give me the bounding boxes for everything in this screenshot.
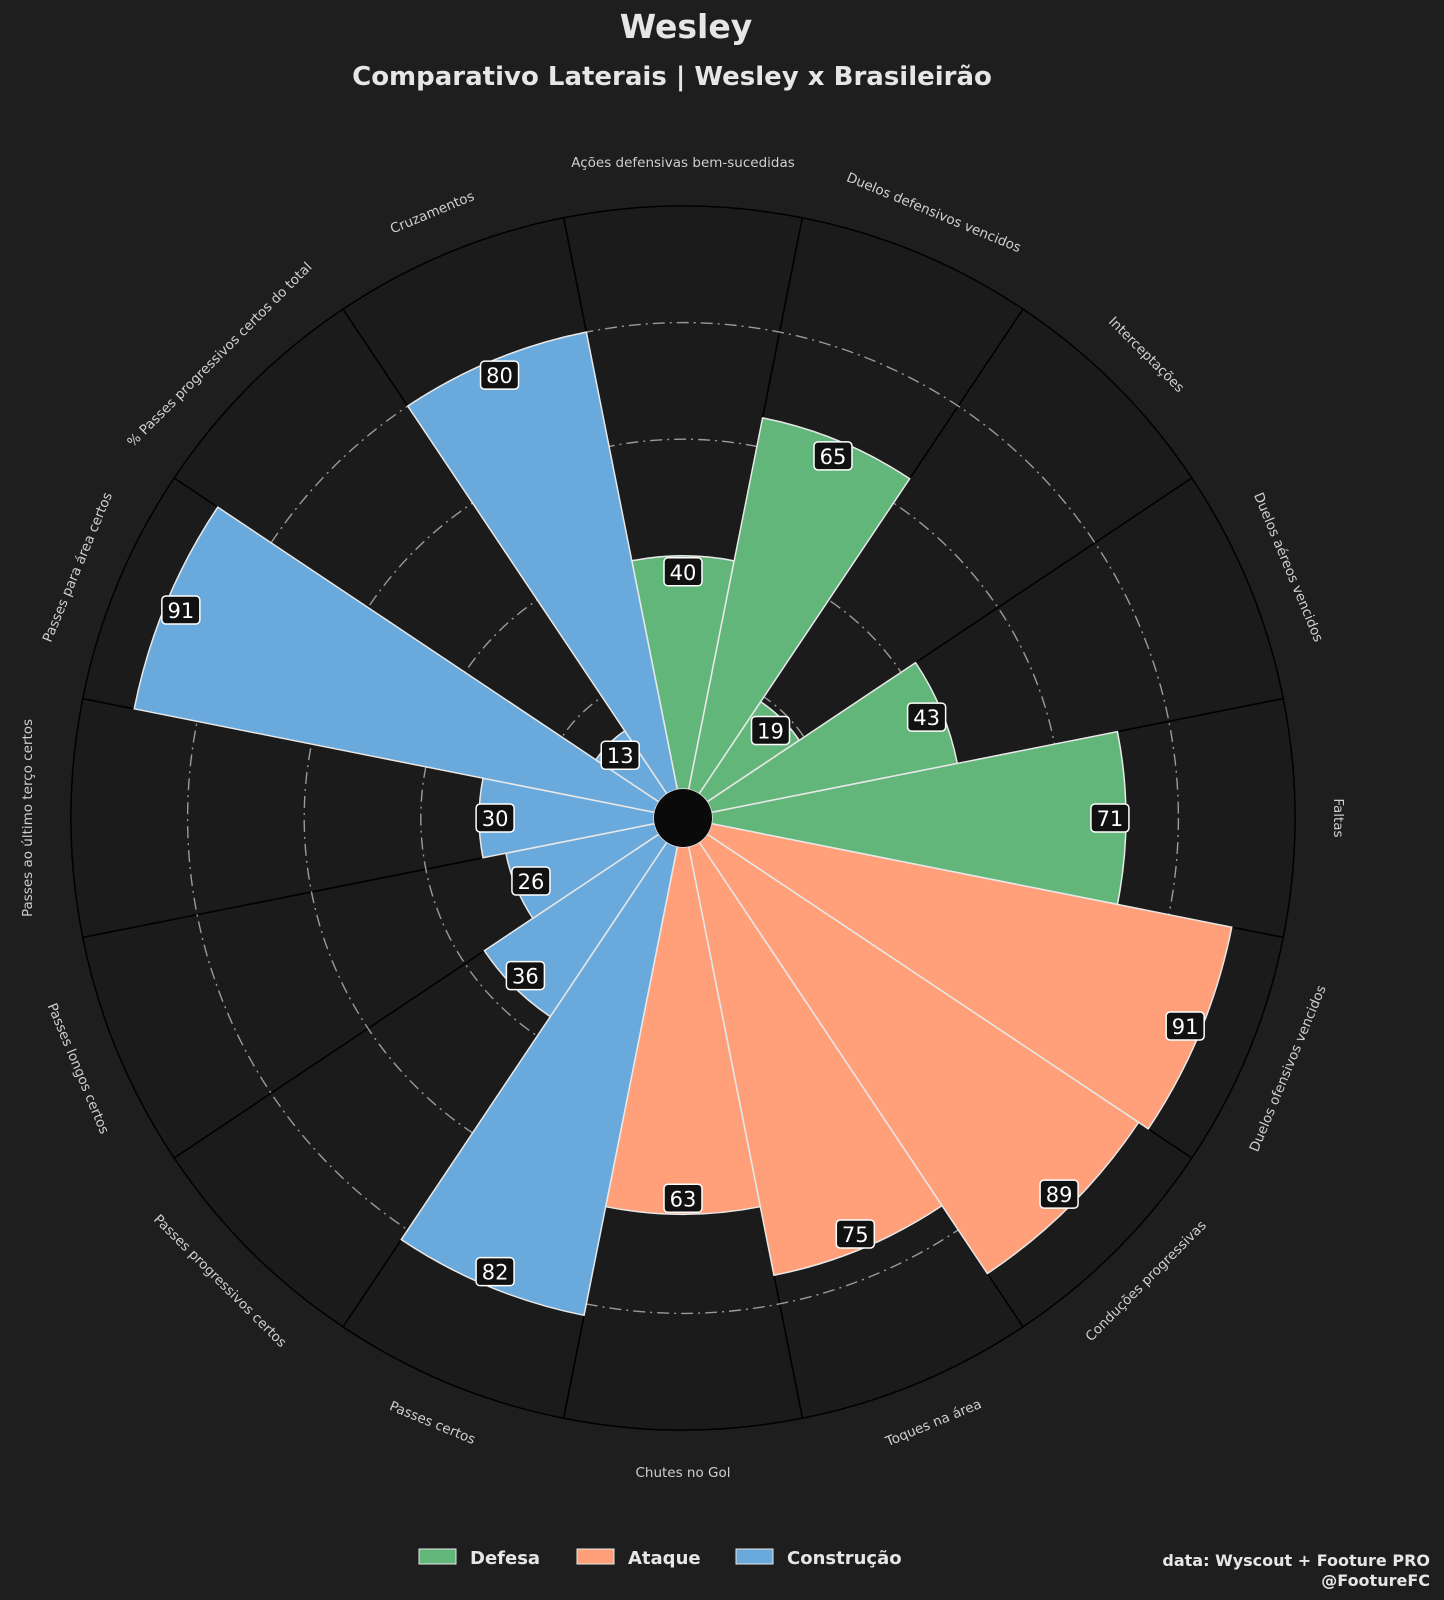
- value-text-acoes-defensivas-bem-sucedidas: 40: [670, 561, 697, 585]
- legend-swatch-defesa: [418, 1548, 457, 1565]
- value-label-chutes-no-gol: 63: [663, 1183, 703, 1214]
- value-box-acoes-defensivas-bem-sucedidas: [663, 557, 703, 587]
- category-label-acoes-defensivas-bem-sucedidas: Ações defensivas bem-sucedidas: [571, 155, 795, 171]
- value-box-passes-ao-ultimo-terco-certos: [475, 803, 515, 833]
- value-label-passes-longos-certos: 26: [511, 866, 551, 896]
- value-text-conducoes-progressivas: 89: [1046, 1183, 1073, 1207]
- legend-label-construcao: Construção: [787, 1548, 902, 1569]
- value-box-duelos-defensivos-vencidos: [813, 441, 853, 471]
- category-label-faltas: Faltas: [1330, 798, 1346, 837]
- value-label-duelos-aereos-vencidos: 43: [906, 702, 947, 732]
- value-label-toques-na-area: 75: [835, 1219, 876, 1249]
- value-box-passes-longos-certos: [511, 866, 551, 896]
- value-text-passes-longos-certos: 26: [518, 870, 545, 894]
- chart-subtitle: Comparativo Laterais | Wesley x Brasilei…: [352, 62, 992, 92]
- value-box-chutes-no-gol: [663, 1183, 703, 1214]
- value-box-passes-para-area-certos: [161, 595, 201, 625]
- value-label-faltas: 71: [1090, 803, 1130, 833]
- credit-handle: @FootureFC: [1321, 1571, 1430, 1590]
- credit-source: data: Wyscout + Footure PRO: [1162, 1551, 1430, 1570]
- legend: Defesa Ataque Construção: [418, 1548, 902, 1569]
- legend-label-ataque: Ataque: [628, 1548, 701, 1569]
- value-box-interceptacoes: [750, 715, 791, 746]
- value-text-passes-progressivos-certos: 36: [512, 965, 539, 989]
- category-label-passes-ao-ultimo-terco-certos: Passes ao último terço certos: [20, 719, 36, 917]
- category-label-chutes-no-gol: Chutes no Gol: [635, 1465, 730, 1481]
- value-label-cruzamentos: 80: [479, 360, 520, 390]
- value-text-cruzamentos: 80: [486, 364, 513, 388]
- center-hole: [654, 789, 712, 847]
- value-box-toques-na-area: [835, 1219, 876, 1249]
- value-text-toques-na-area: 75: [842, 1223, 869, 1247]
- value-box-faltas: [1090, 803, 1130, 833]
- value-box-passes-progressivos-certos-do-total: [600, 740, 640, 770]
- value-text-faltas: 71: [1097, 807, 1124, 831]
- value-box-cruzamentos: [479, 360, 520, 390]
- value-text-passes-certos: 82: [482, 1261, 509, 1285]
- legend-label-defesa: Defesa: [470, 1548, 540, 1569]
- value-label-interceptacoes: 19: [750, 715, 791, 746]
- legend-swatch-construcao: [735, 1548, 774, 1565]
- value-text-duelos-ofensivos-vencidos: 91: [1172, 1015, 1199, 1039]
- value-label-passes-progressivos-certos-do-total: 13: [600, 740, 640, 770]
- value-text-duelos-aereos-vencidos: 43: [913, 706, 940, 730]
- value-text-passes-progressivos-certos-do-total: 13: [607, 744, 634, 768]
- chart-title: Wesley: [620, 7, 752, 46]
- value-label-conducoes-progressivas: 89: [1039, 1179, 1079, 1209]
- value-box-conducoes-progressivas: [1039, 1179, 1079, 1209]
- value-label-passes-progressivos-certos: 36: [505, 960, 546, 991]
- value-text-duelos-defensivos-vencidos: 65: [820, 445, 847, 469]
- value-labels: 40 65 19 43 71 91 89 75 63 82 36 26 30 91 13 80: [161, 360, 1205, 1287]
- value-slices: [133, 331, 1233, 1317]
- value-label-passes-para-area-certos: 91: [161, 595, 201, 625]
- value-text-interceptacoes: 19: [757, 719, 784, 743]
- value-box-duelos-aereos-vencidos: [906, 702, 947, 732]
- grid-ring-80: [186, 321, 1180, 1315]
- value-text-chutes-no-gol: 63: [670, 1187, 697, 1211]
- value-label-passes-certos: 82: [475, 1256, 515, 1287]
- value-box-duelos-ofensivos-vencidos: [1165, 1011, 1205, 1041]
- value-label-duelos-defensivos-vencidos: 65: [813, 441, 853, 471]
- value-box-passes-progressivos-certos: [505, 960, 546, 991]
- value-label-acoes-defensivas-bem-sucedidas: 40: [663, 557, 703, 587]
- value-label-passes-ao-ultimo-terco-certos: 30: [475, 803, 515, 833]
- legend-swatch-ataque: [576, 1548, 615, 1565]
- value-box-passes-certos: [475, 1256, 515, 1287]
- value-text-passes-para-area-certos: 91: [167, 599, 194, 623]
- value-label-duelos-ofensivos-vencidos: 91: [1165, 1011, 1205, 1041]
- value-text-passes-ao-ultimo-terco-certos: 30: [482, 807, 509, 831]
